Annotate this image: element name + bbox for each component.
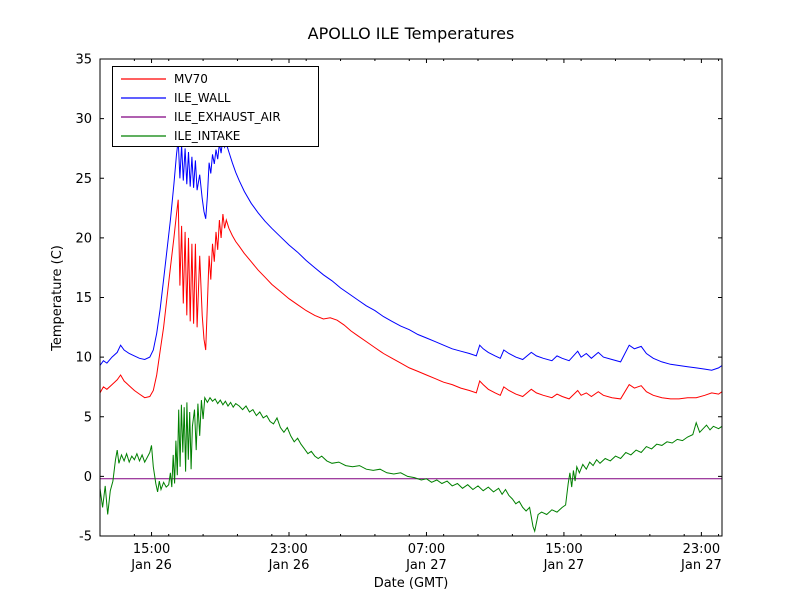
y-tick-label: 0 bbox=[84, 470, 92, 485]
series-line-ile-intake bbox=[99, 396, 723, 534]
legend-label-ile-exhaust-air: ILE_EXHAUST_AIR bbox=[174, 110, 281, 124]
x-tick-label-time: 23:00 bbox=[683, 542, 720, 557]
y-tick-label: 35 bbox=[75, 53, 92, 68]
y-axis-label: Temperature (C) bbox=[50, 245, 65, 352]
x-axis-label: Date (GMT) bbox=[374, 576, 449, 591]
series-line-mv70 bbox=[99, 199, 723, 400]
x-tick-label-date: Jan 27 bbox=[680, 558, 722, 573]
x-tick-label-date: Jan 26 bbox=[268, 558, 310, 573]
x-tick-label-date: Jan 27 bbox=[543, 558, 585, 573]
x-tick-label-date: Jan 26 bbox=[130, 558, 172, 573]
x-tick-label-time: 23:00 bbox=[270, 542, 307, 557]
x-tick-label-time: 07:00 bbox=[408, 542, 445, 557]
y-tick-label: 15 bbox=[75, 291, 92, 306]
x-tick-label-date: Jan 27 bbox=[405, 558, 447, 573]
x-tick-label-time: 15:00 bbox=[545, 542, 582, 557]
y-tick-label: -5 bbox=[79, 530, 92, 545]
legend-label-ile-wall: ILE_WALL bbox=[174, 91, 231, 105]
y-tick-label: 25 bbox=[75, 172, 92, 187]
legend: MV70 ILE_WALL ILE_EXHAUST_AIR ILE_INTAKE bbox=[112, 66, 319, 147]
legend-label-ile-intake: ILE_INTAKE bbox=[174, 129, 240, 143]
x-tick-label-time: 15:00 bbox=[133, 542, 170, 557]
chart-title: APOLLO ILE Temperatures bbox=[308, 24, 515, 43]
y-tick-label: 10 bbox=[75, 351, 92, 366]
y-tick-label: 5 bbox=[84, 410, 92, 425]
legend-box bbox=[112, 66, 319, 147]
y-tick-label: 20 bbox=[75, 231, 92, 246]
y-tick-label: 30 bbox=[75, 112, 92, 127]
legend-label-mv70: MV70 bbox=[174, 72, 208, 86]
